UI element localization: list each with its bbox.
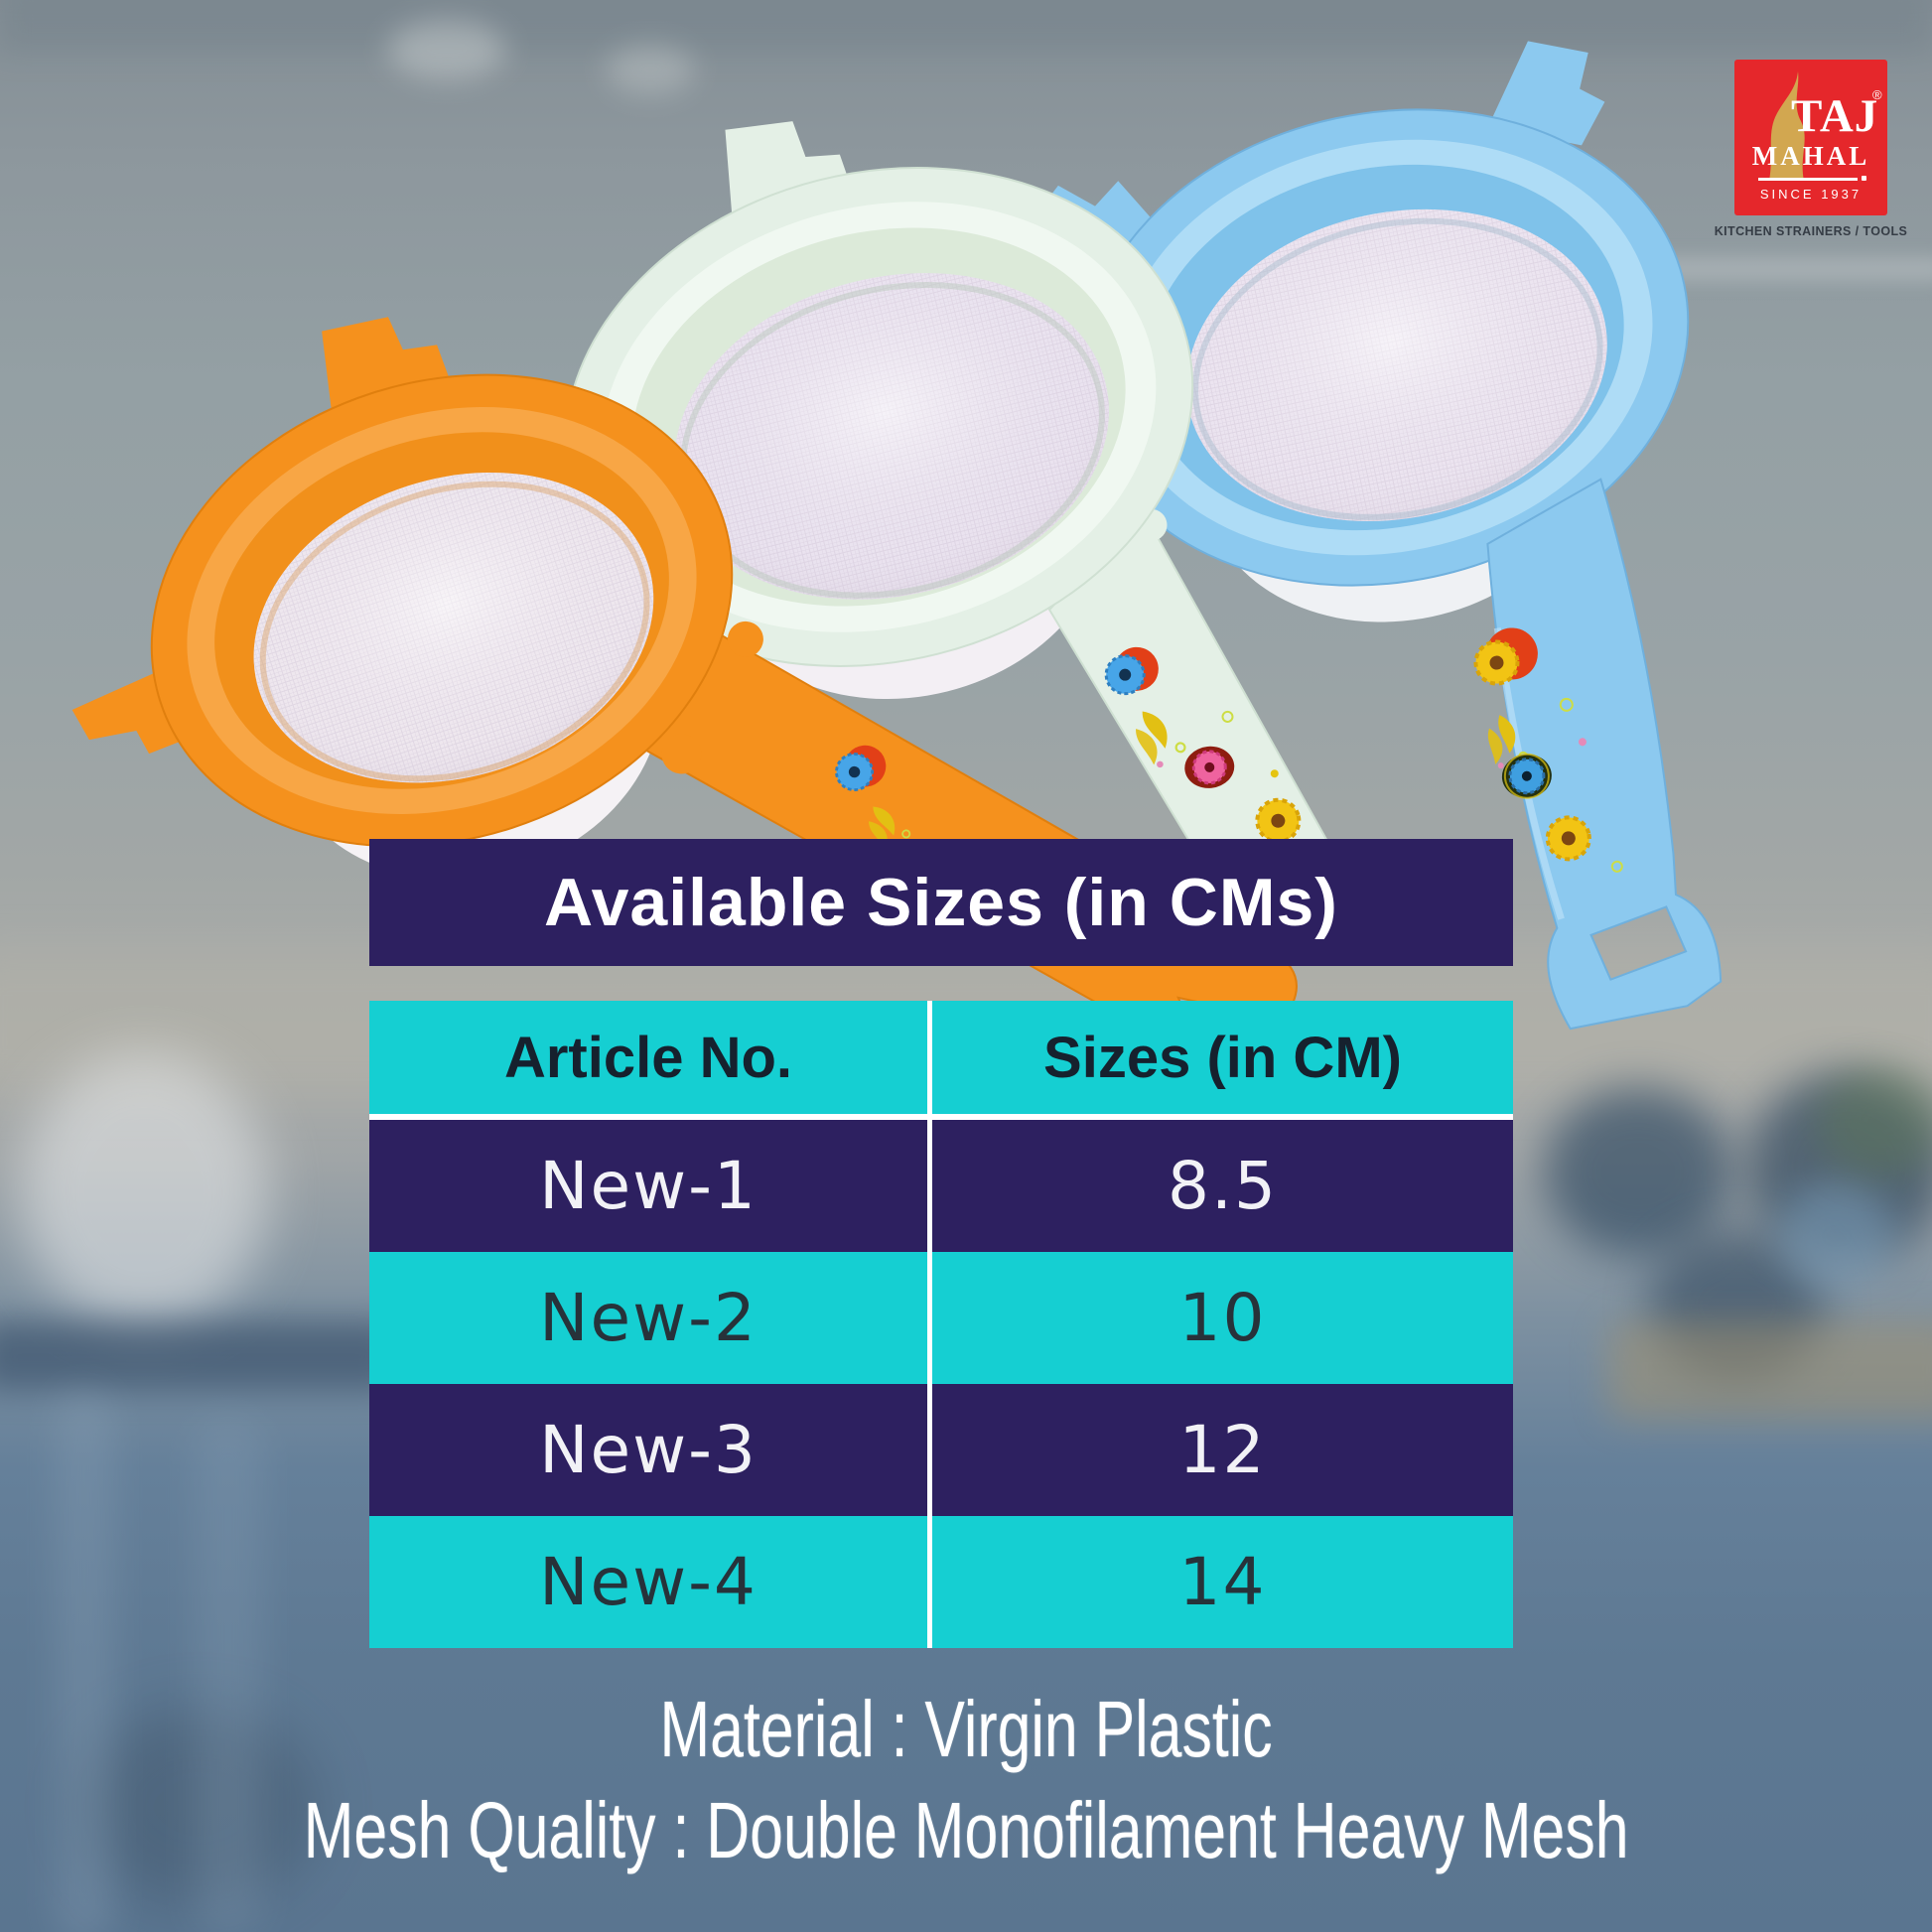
material-caption: Material : Virgin Plastic [659, 1685, 1273, 1773]
column-divider [927, 1120, 932, 1252]
column-divider [927, 1252, 932, 1384]
table-title: Available Sizes (in CMs) [544, 865, 1338, 940]
background-ceiling-light [606, 45, 695, 94]
logo-divider-line [1758, 178, 1858, 181]
background-stool-blur [1544, 1087, 1732, 1256]
article-cell: New-1 [539, 1148, 758, 1224]
background-highlight-blur [1777, 1181, 1896, 1291]
column-divider [927, 1516, 932, 1648]
logo-divider-dot [1862, 176, 1866, 181]
background-ceiling-light [387, 20, 506, 79]
header-separator [369, 1114, 1513, 1120]
table-header-row: Article No. Sizes (in CM) [369, 1001, 1513, 1114]
size-cell: 12 [1178, 1412, 1267, 1488]
taj-dome-icon [1769, 71, 1805, 181]
column-divider [927, 1001, 932, 1114]
article-cell: New-2 [539, 1280, 758, 1356]
sizes-table: Article No. Sizes (in CM) New-1 8.5 New-… [369, 1001, 1513, 1648]
table-row: New-2 10 [369, 1252, 1513, 1384]
table-body: New-1 8.5 New-2 10 New-3 12 New-4 14 [369, 1120, 1513, 1648]
article-cell: New-4 [539, 1544, 758, 1620]
brand-since: SINCE 1937 [1759, 187, 1863, 202]
article-cell: New-3 [539, 1412, 758, 1488]
table-row: New-3 12 [369, 1384, 1513, 1516]
table-row: New-4 14 [369, 1516, 1513, 1648]
mesh-quality-caption: Mesh Quality : Double Monofilament Heavy… [303, 1786, 1629, 1874]
background-dark-band [0, 1320, 397, 1390]
background-cabinet-shadow [0, 0, 1932, 52]
table-row: New-1 8.5 [369, 1120, 1513, 1252]
background-light-streak [55, 1390, 114, 1932]
column-divider [927, 1384, 932, 1516]
logo-red-square: TAJ ® MAHAL SINCE 1937 [1734, 60, 1887, 215]
size-cell: 10 [1178, 1280, 1267, 1356]
brand-name-mahal: MAHAL [1751, 141, 1870, 171]
blue-strainer-bowl [1025, 41, 1690, 622]
column-header-sizes: Sizes (in CM) [1043, 1025, 1402, 1090]
background-tan-band [1608, 1320, 1932, 1420]
background-light-streak [194, 1420, 263, 1932]
size-cell: 14 [1178, 1544, 1267, 1620]
column-header-article: Article No. [503, 1025, 793, 1090]
background-kettle-blur [20, 1052, 268, 1330]
background-floor-shadow [79, 1708, 318, 1906]
registered-mark-icon: ® [1872, 87, 1882, 102]
background-plant-blur [1817, 1067, 1932, 1176]
table-title-band: Available Sizes (in CMs) [369, 839, 1513, 966]
brand-name-taj: TAJ [1791, 90, 1879, 142]
brand-tagline: KITCHEN STRAINERS / TOOLS [1714, 224, 1908, 238]
size-cell: 8.5 [1168, 1148, 1278, 1224]
